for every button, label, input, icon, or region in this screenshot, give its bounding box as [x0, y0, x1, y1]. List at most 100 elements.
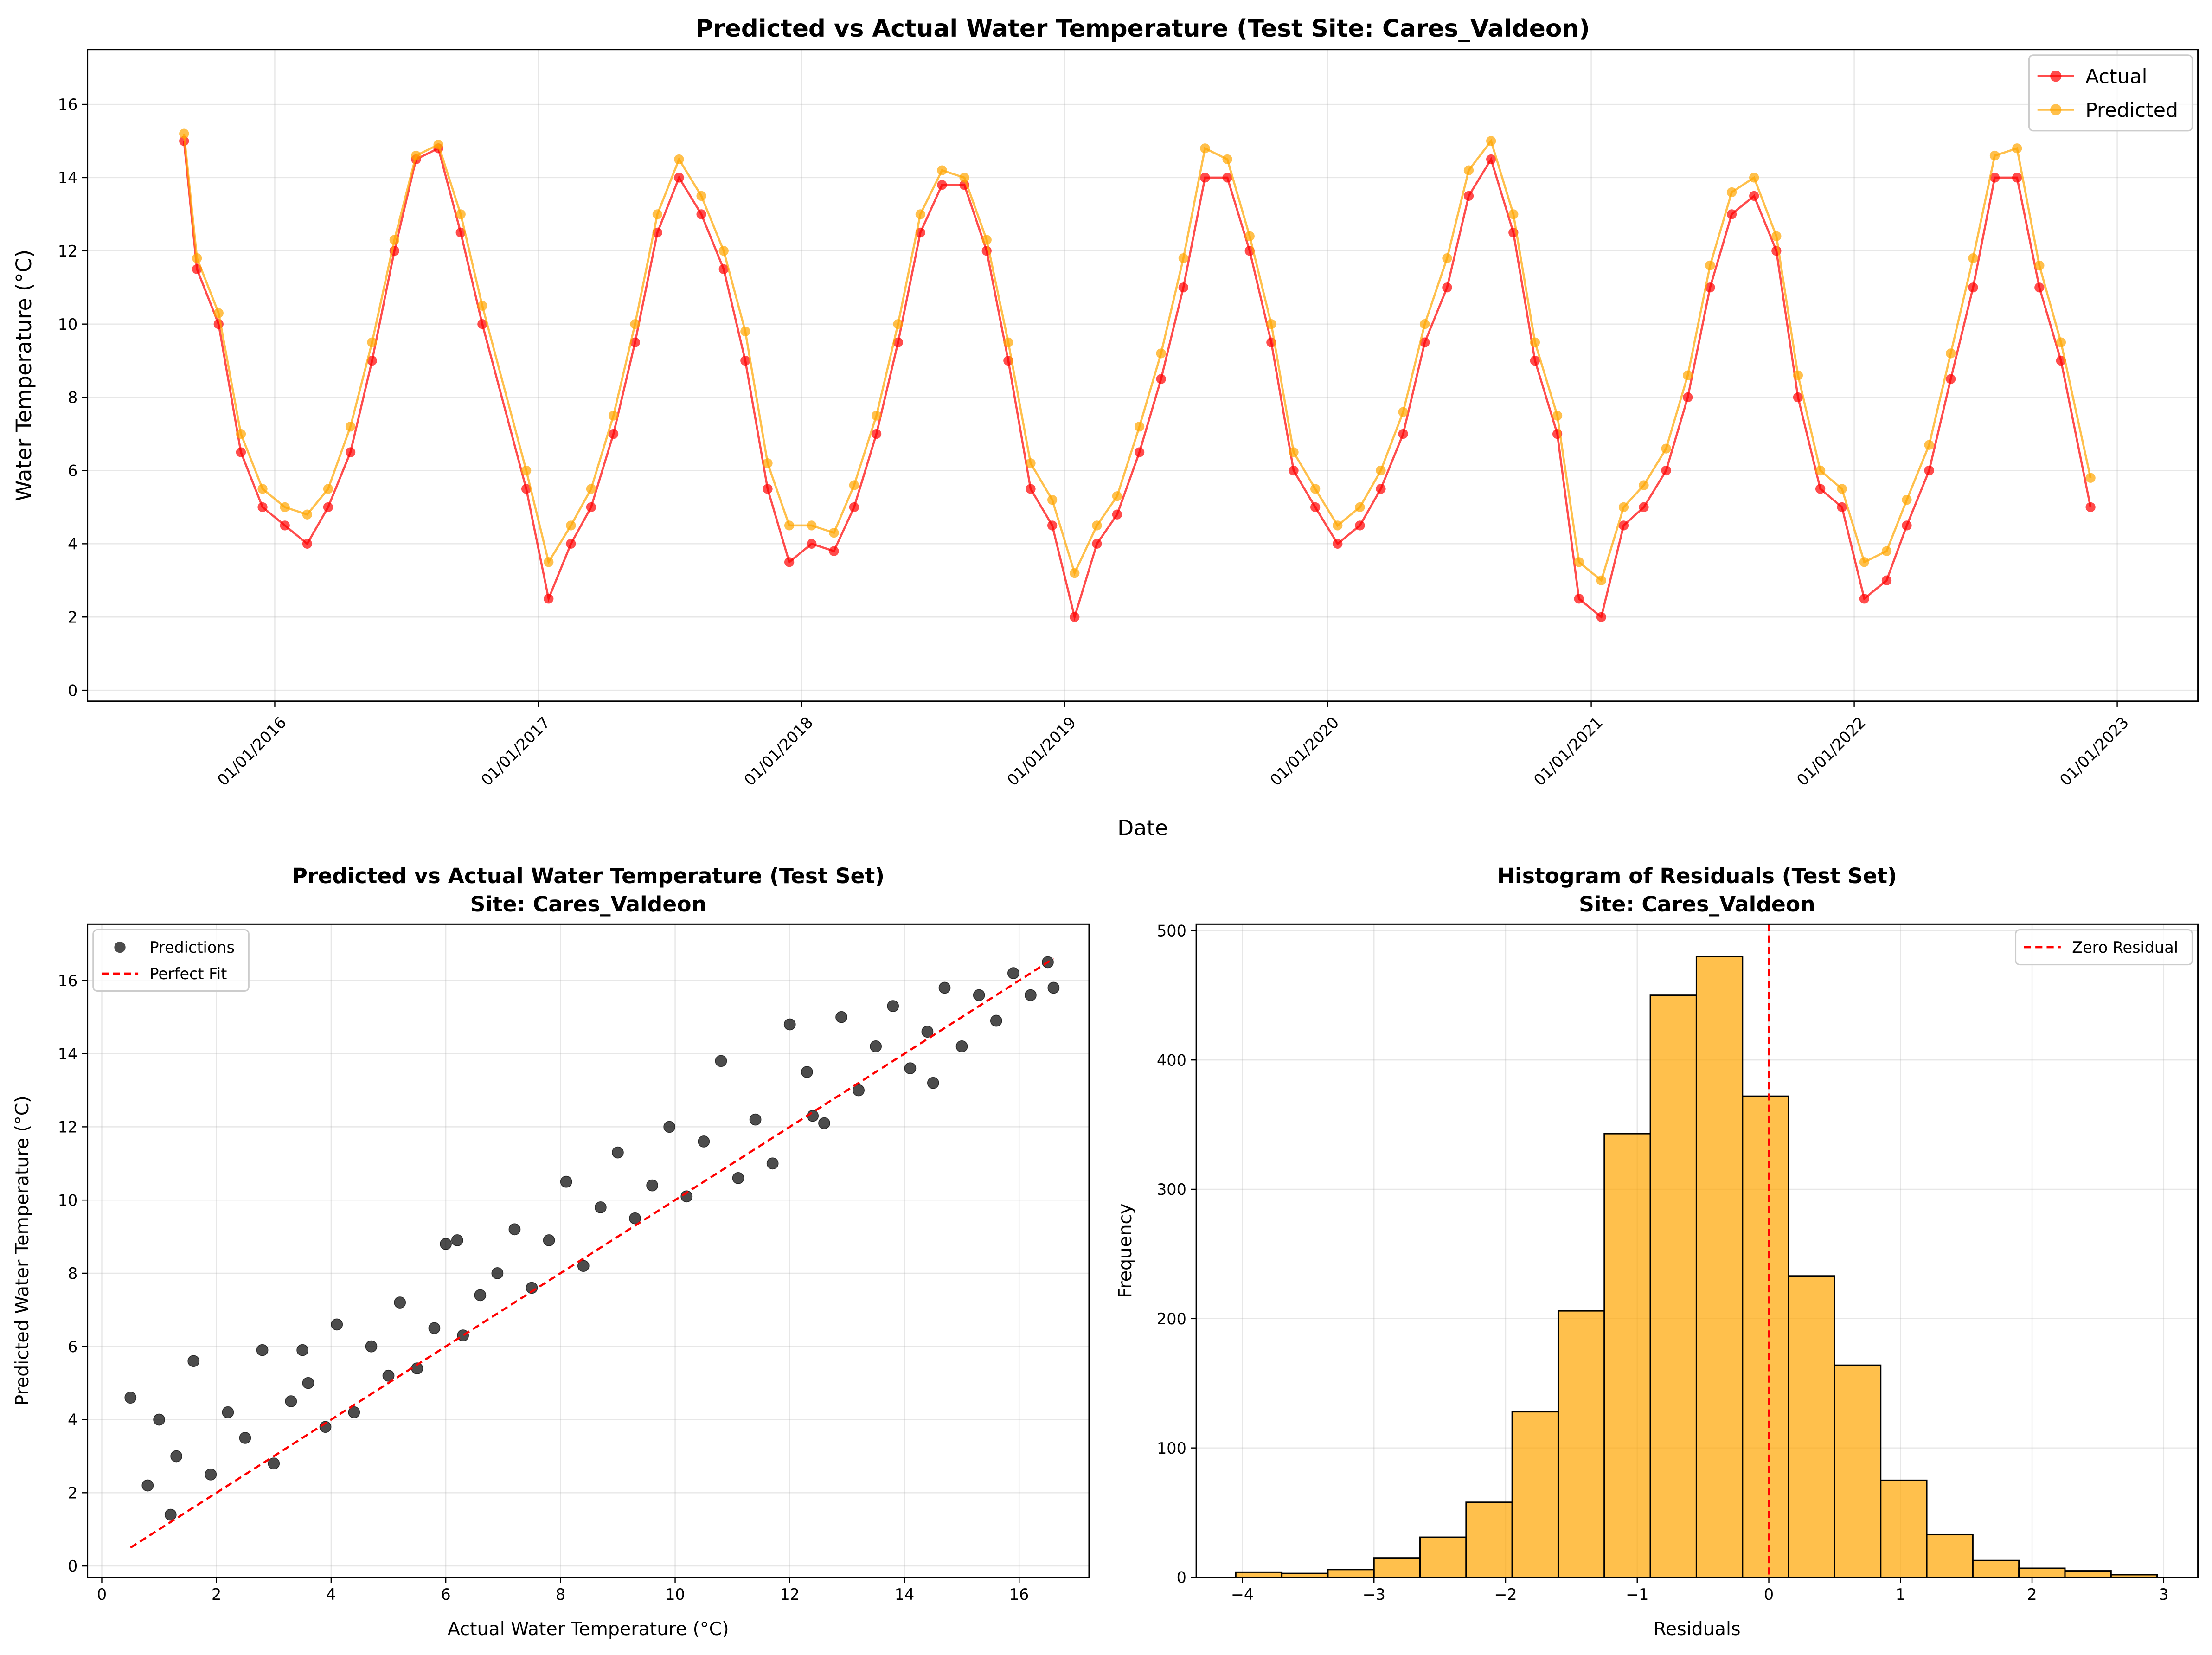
series-marker: [1376, 465, 1386, 476]
series-marker: [433, 140, 443, 150]
subplot: Predicted vs Actual Water Temperature (T…: [12, 15, 2199, 840]
y-tick-label: 400: [1157, 1051, 1186, 1069]
scatter-point: [239, 1432, 251, 1444]
scatter-point: [577, 1260, 590, 1272]
histogram-bar: [1972, 1559, 2020, 1578]
scatter-point: [801, 1066, 813, 1078]
legend-label: Zero Residual: [2072, 938, 2178, 956]
scatter-point: [870, 1040, 882, 1052]
series-marker: [1552, 411, 1563, 421]
scatter-point: [543, 1234, 555, 1246]
x-axis-label: Date: [1117, 816, 1168, 840]
subplot: Predicted vs Actual Water Temperature (T…: [12, 864, 1090, 1640]
histogram-bar: [2064, 1570, 2112, 1578]
series-marker: [1815, 484, 1826, 494]
y-tick-label: 0: [68, 1557, 77, 1575]
series-marker: [807, 520, 817, 531]
series-marker: [2034, 282, 2045, 293]
series-marker: [236, 429, 246, 439]
series-marker: [2056, 337, 2066, 347]
scatter-point: [938, 981, 951, 994]
chart-title: Predicted vs Actual Water Temperature (T…: [695, 15, 1590, 43]
series-marker: [179, 128, 189, 139]
series-marker: [981, 235, 992, 245]
scatter-point: [268, 1457, 280, 1470]
series-marker: [302, 509, 313, 520]
scatter-point: [663, 1121, 676, 1133]
series-marker: [367, 337, 377, 347]
series-marker: [1266, 319, 1276, 329]
scatter-point: [153, 1413, 166, 1426]
chart-subtitle: Site: Cares_Valdeon: [1579, 892, 1815, 917]
series-marker: [389, 235, 399, 245]
series-marker: [566, 539, 576, 549]
scatter-point: [331, 1318, 343, 1331]
series-marker: [1134, 447, 1145, 457]
y-tick-label: 14: [58, 169, 78, 187]
series-marker: [1156, 348, 1166, 359]
legend-label: Predicted: [2085, 99, 2178, 122]
scatter-point: [382, 1369, 395, 1382]
scatter-point: [222, 1406, 234, 1418]
series-marker: [1881, 546, 1892, 556]
series-marker: [630, 319, 640, 329]
scatter-point: [302, 1377, 314, 1389]
scatter-point: [170, 1450, 183, 1463]
series-marker: [1902, 520, 1912, 531]
series-marker: [696, 209, 706, 219]
histogram-bar: [1926, 1533, 1974, 1578]
histogram-bar: [1373, 1557, 1421, 1578]
scatter-point: [818, 1117, 830, 1129]
y-tick-label: 100: [1157, 1439, 1186, 1457]
series-marker: [740, 326, 750, 337]
scatter-point: [164, 1508, 177, 1521]
series-marker: [1749, 173, 1759, 183]
series-marker: [1092, 539, 1102, 549]
series-marker: [1026, 484, 1036, 494]
histogram-bar: [1327, 1569, 1375, 1578]
scatter-point: [835, 1011, 847, 1023]
series-marker: [1749, 191, 1759, 201]
histogram-bar: [1880, 1479, 1928, 1578]
series-marker: [1881, 575, 1892, 585]
series-marker: [586, 502, 596, 513]
x-tick-label: 10: [665, 1585, 685, 1604]
series-marker: [1968, 253, 1978, 263]
series-marker: [280, 502, 290, 513]
scatter-point: [508, 1223, 521, 1236]
series-marker: [302, 539, 313, 549]
series-marker: [477, 319, 487, 329]
series-marker: [1574, 594, 1584, 604]
series-marker: [1618, 502, 1629, 513]
axes-frame: [87, 49, 2199, 702]
histogram-bar: [2018, 1567, 2066, 1578]
series-marker: [1178, 282, 1188, 293]
series-marker: [521, 465, 532, 476]
series-marker: [213, 308, 224, 318]
x-tick-label: 12: [780, 1585, 800, 1604]
scatter-point: [973, 989, 985, 1001]
series-marker: [763, 458, 773, 468]
scatter-point: [955, 1040, 968, 1052]
series-marker: [1200, 143, 1210, 154]
x-tick-label: 01/01/2022: [1793, 713, 1869, 789]
series-marker: [718, 246, 729, 256]
series-marker: [1244, 231, 1255, 241]
series-marker: [2085, 502, 2096, 513]
series-marker: [1596, 575, 1606, 585]
plot-area: [179, 128, 2096, 622]
series-marker: [1530, 337, 1540, 347]
series-marker: [544, 594, 554, 604]
series-marker: [784, 520, 795, 531]
series-marker: [937, 165, 947, 175]
series-marker: [1486, 136, 1496, 146]
histogram-bar: [1695, 956, 1744, 1578]
y-tick-label: 12: [58, 242, 78, 260]
scatter-point: [440, 1238, 452, 1250]
series-marker: [1003, 337, 1013, 347]
scatter-point: [629, 1212, 641, 1225]
series-marker: [1705, 282, 1715, 293]
series-marker: [323, 502, 333, 513]
scatter-point: [474, 1289, 487, 1302]
series-marker: [652, 209, 662, 219]
